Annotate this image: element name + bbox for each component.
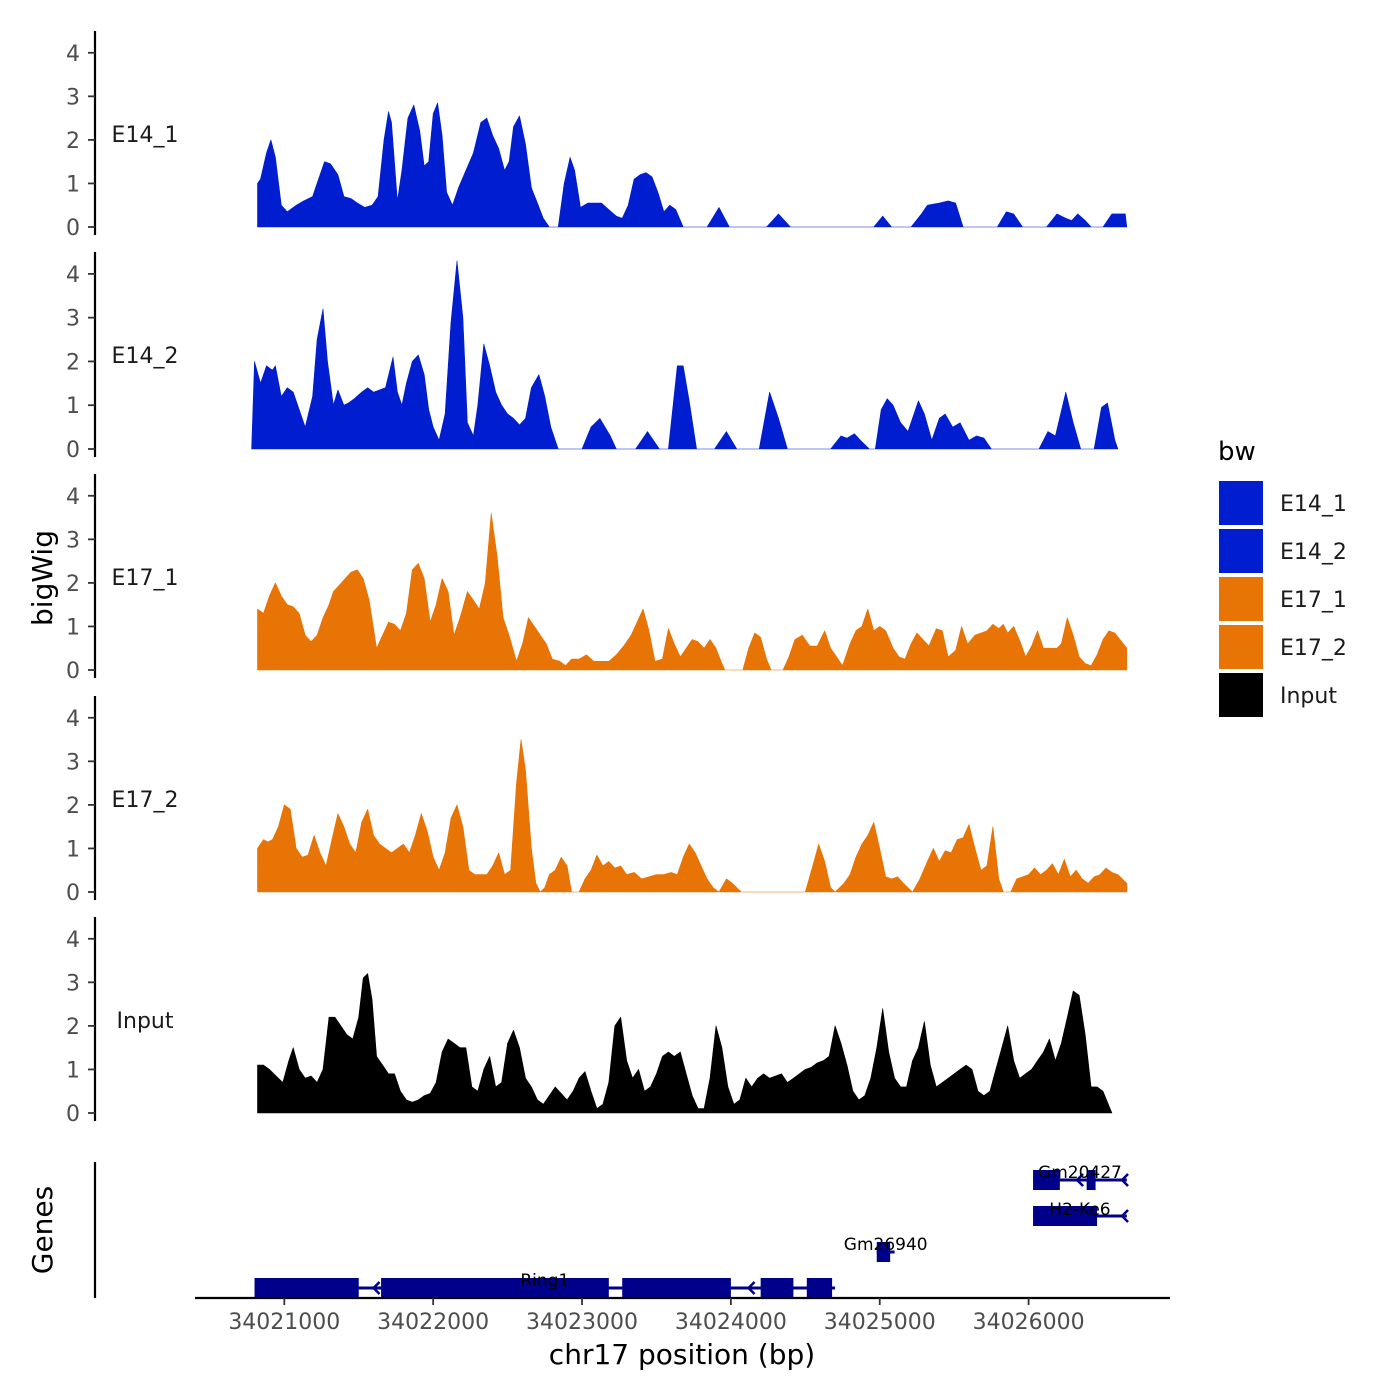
y-tick-label: 2 — [66, 1015, 80, 1040]
gene-exon — [1086, 1170, 1096, 1190]
y-tick-label: 0 — [66, 1102, 80, 1127]
y-tick-label: 2 — [66, 794, 80, 819]
y-tick-label: 2 — [66, 129, 80, 154]
x-tick-label: 34023000 — [526, 1310, 638, 1335]
strand-arrow — [371, 1281, 381, 1295]
x-axis-title: chr17 position (bp) — [549, 1338, 815, 1371]
gene-exon — [381, 1278, 609, 1298]
x-axis: 34021000 34022000 34023000 34024000 34025000… — [195, 1296, 1170, 1335]
track-label: Input — [117, 1009, 174, 1034]
y-tick-label: 2 — [66, 572, 80, 597]
strand-arrow — [746, 1281, 756, 1295]
legend-item-E17_2: E17_2 — [1219, 625, 1347, 669]
signal-area-E14_1 — [257, 102, 1128, 228]
y-tick-label: 1 — [66, 615, 80, 640]
track-E17_2: 0 1 2 3 4 E17_2 — [66, 696, 1128, 906]
y-tick-label: 3 — [66, 85, 80, 110]
genes-axis-title: Genes — [26, 1186, 59, 1274]
y-tick-label: 4 — [66, 928, 80, 953]
gene-label: H2-Ke6 — [1049, 1200, 1110, 1220]
x-tick-label: 34022000 — [377, 1310, 489, 1335]
y-tick-label: 4 — [66, 263, 80, 288]
gene-label: Ring1 — [520, 1271, 569, 1291]
strand-arrow — [1120, 1209, 1129, 1223]
gene-exon — [1033, 1206, 1098, 1226]
track-E17_1: 0 1 2 3 4 E17_1 — [66, 474, 1128, 684]
x-tick-label: 34024000 — [675, 1310, 787, 1335]
track-label: E17_1 — [112, 566, 179, 591]
legend: E14_1 E14_2 E17_1 E17_2 Input — [1219, 481, 1347, 717]
y-tick-label: 4 — [66, 42, 80, 67]
y-tick-label: 0 — [66, 881, 80, 906]
gene-Gm20427: Gm20427 — [1033, 1163, 1129, 1190]
track-E14_1: 0 1 2 3 4 E14_1 — [66, 31, 1128, 241]
legend-swatch — [1219, 625, 1263, 669]
legend-label: E14_2 — [1280, 540, 1347, 565]
legend-item-E14_1: E14_1 — [1219, 481, 1347, 525]
track-label: E14_1 — [112, 123, 179, 148]
y-tick-label: 3 — [66, 307, 80, 332]
gene-exon — [254, 1278, 359, 1298]
legend-item-Input: Input — [1219, 673, 1337, 717]
legend-swatch — [1219, 529, 1263, 573]
y-tick-label: 1 — [66, 172, 80, 197]
legend-label: Input — [1280, 684, 1337, 709]
y-tick-label: 1 — [66, 837, 80, 862]
y-tick-label: 3 — [66, 528, 80, 553]
y-tick-label: 1 — [66, 1058, 80, 1083]
legend-swatch — [1219, 577, 1263, 621]
gene-exon — [876, 1242, 891, 1262]
y-tick-label: 4 — [66, 485, 80, 510]
gene-label: Gm26940 — [844, 1235, 928, 1255]
legend-label: E14_1 — [1280, 492, 1347, 517]
track-E14_2: 0 1 2 3 4 E14_2 — [66, 252, 1119, 463]
x-tick-label: 34025000 — [824, 1310, 936, 1335]
signal-area-E14_2 — [251, 260, 1119, 450]
legend-item-E14_2: E14_2 — [1219, 529, 1347, 573]
gene-Ring1: Ring1 — [254, 1271, 836, 1298]
legend-title: bw — [1218, 437, 1256, 467]
gene-exon — [622, 1278, 731, 1298]
legend-item-E17_1: E17_1 — [1219, 577, 1347, 621]
x-tick-label: 34026000 — [973, 1310, 1085, 1335]
legend-swatch — [1219, 481, 1263, 525]
legend-swatch — [1219, 673, 1263, 717]
gene-exon — [760, 1278, 794, 1298]
legend-label: E17_2 — [1280, 636, 1347, 661]
gene-track: Ring1 Gm26940 H2-Ke6 Gm20427 — [93, 1162, 1129, 1298]
x-tick-label: 34021000 — [228, 1310, 340, 1335]
y-tick-label: 0 — [66, 659, 80, 684]
track-label: E14_2 — [112, 344, 179, 369]
signal-area-Input — [257, 973, 1113, 1114]
strand-arrow — [1120, 1173, 1129, 1187]
y-tick-label: 4 — [66, 707, 80, 732]
strand-arrow — [1075, 1173, 1084, 1187]
signal-area-E17_1 — [257, 512, 1128, 671]
y-tick-label: 2 — [66, 350, 80, 375]
track-label: E17_2 — [112, 788, 179, 813]
gene-exon — [806, 1278, 833, 1298]
gene-Gm26940: Gm26940 — [844, 1235, 928, 1262]
y-tick-label: 0 — [66, 216, 80, 241]
track-Input: 0 1 2 3 4 Input — [66, 917, 1113, 1127]
gene-exon — [1033, 1170, 1060, 1190]
gene-label: Gm20427 — [1038, 1163, 1122, 1183]
legend-label: E17_1 — [1280, 588, 1347, 613]
y-axis-title: bigWig — [26, 530, 59, 626]
signal-tracks: 0 1 2 3 4 E14_1 0 1 2 3 4 E14_2 0 1 2 3 4 E17_1 0 1 2 3 4 E17_2… — [66, 31, 1128, 1127]
signal-area-E17_2 — [257, 739, 1128, 893]
gene-H2-Ke6: H2-Ke6 — [1033, 1200, 1129, 1226]
y-tick-label: 1 — [66, 394, 80, 419]
y-tick-label: 3 — [66, 971, 80, 996]
y-tick-label: 3 — [66, 750, 80, 775]
y-tick-label: 0 — [66, 438, 80, 463]
